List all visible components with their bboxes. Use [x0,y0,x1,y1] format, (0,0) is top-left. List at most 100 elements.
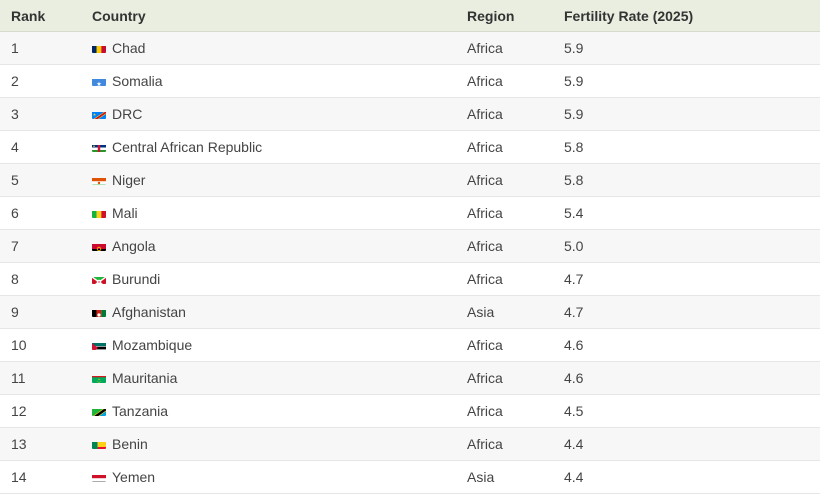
country-name: Chad [112,40,146,56]
country-cell: Mozambique [80,328,467,362]
region-cell: Asia [467,460,564,494]
region-cell: Africa [467,130,564,164]
region-cell: Africa [467,64,564,98]
header-fertility-rate[interactable]: Fertility Rate (2025) [564,0,820,32]
country-name: Afghanistan [112,304,186,320]
country-name: Somalia [112,73,163,89]
country-cell: Tanzania [80,394,467,428]
country-cell: Niger [80,163,467,197]
country-name: Mozambique [112,337,193,353]
fertility-rate-cell: 5.4 [564,196,820,230]
country-name: Angola [112,238,156,254]
niger-flag-icon [92,175,106,185]
rank-cell: 13 [0,427,80,461]
drc-flag-icon [92,109,106,119]
rank-cell: 4 [0,130,80,164]
chad-flag-icon [92,43,106,53]
fertility-rate-cell: 4.7 [564,262,820,296]
region-cell: Africa [467,163,564,197]
rank-cell: 11 [0,361,80,395]
rank-cell: 9 [0,295,80,329]
region-cell: Africa [467,394,564,428]
country-name: Benin [112,436,148,452]
region-cell: Africa [467,196,564,230]
rank-cell: 3 [0,97,80,131]
fertility-rate-cell: 4.6 [564,328,820,362]
rank-cell: 2 [0,64,80,98]
country-cell: Angola [80,229,467,263]
mali-flag-icon [92,208,106,218]
region-cell: Africa [467,262,564,296]
region-cell: Africa [467,31,564,65]
country-cell: Yemen [80,460,467,494]
country-cell: DRC [80,97,467,131]
table-row: 14 Yemen Asia 4.4 [0,460,820,494]
country-cell: Burundi [80,262,467,296]
fertility-rate-cell: 5.8 [564,130,820,164]
angola-flag-icon [92,241,106,251]
benin-flag-icon [92,439,106,449]
header-region[interactable]: Region [467,0,564,32]
region-cell: Asia [467,295,564,329]
rank-cell: 12 [0,394,80,428]
table-row: 4 Central African Republic Africa 5.8 [0,130,820,164]
table-row: 3 DRC Africa 5.9 [0,97,820,131]
afghanistan-flag-icon [92,307,106,317]
country-cell: Mauritania [80,361,467,395]
country-cell: Central African Republic [80,130,467,164]
table-row: 1 Chad Africa 5.9 [0,31,820,65]
table-row: 6 Mali Africa 5.4 [0,196,820,230]
table-row: 13 Benin Africa 4.4 [0,427,820,461]
table-header-row: Rank Country Region Fertility Rate (2025… [0,0,820,32]
rank-cell: 8 [0,262,80,296]
country-cell: Benin [80,427,467,461]
country-name: Mauritania [112,370,178,386]
country-name: Yemen [112,469,156,485]
rank-cell: 7 [0,229,80,263]
table-row: 10 Mozambique Africa 4.6 [0,328,820,362]
region-cell: Africa [467,97,564,131]
rank-cell: 1 [0,31,80,65]
country-cell: Somalia [80,64,467,98]
region-cell: Africa [467,427,564,461]
fertility-rate-cell: 4.4 [564,427,820,461]
country-cell: Afghanistan [80,295,467,329]
tanzania-flag-icon [92,406,106,416]
country-name: DRC [112,106,143,122]
table-row: 12 Tanzania Africa 4.5 [0,394,820,428]
rank-cell: 6 [0,196,80,230]
country-cell: Chad [80,31,467,65]
burundi-flag-icon [92,274,106,284]
fertility-rate-cell: 5.0 [564,229,820,263]
fertility-rate-cell: 4.4 [564,460,820,494]
table-row: 9 Afghanistan Asia 4.7 [0,295,820,329]
yemen-flag-icon [92,472,106,482]
table-row: 5 Niger Africa 5.8 [0,163,820,197]
mauritania-flag-icon [92,373,106,383]
region-cell: Africa [467,361,564,395]
car-flag-icon [92,142,106,152]
header-rank[interactable]: Rank [0,0,80,32]
rank-cell: 5 [0,163,80,197]
fertility-rate-cell: 5.9 [564,97,820,131]
region-cell: Africa [467,328,564,362]
fertility-rate-cell: 4.5 [564,394,820,428]
table-row: 7 Angola Africa 5.0 [0,229,820,263]
table-row: 8 Burundi Africa 4.7 [0,262,820,296]
fertility-rate-cell: 4.6 [564,361,820,395]
country-name: Burundi [112,271,161,287]
somalia-flag-icon [92,76,106,86]
header-country[interactable]: Country [80,0,467,32]
table-row: 11 Mauritania Africa 4.6 [0,361,820,395]
table-row: 2 Somalia Africa 5.9 [0,64,820,98]
mozambique-flag-icon [92,340,106,350]
fertility-rate-cell: 5.8 [564,163,820,197]
country-name: Tanzania [112,403,169,419]
fertility-rate-cell: 4.7 [564,295,820,329]
fertility-rate-cell: 5.9 [564,64,820,98]
rank-cell: 14 [0,460,80,494]
country-name: Central African Republic [112,139,263,155]
country-name: Mali [112,205,138,221]
country-name: Niger [112,172,146,188]
